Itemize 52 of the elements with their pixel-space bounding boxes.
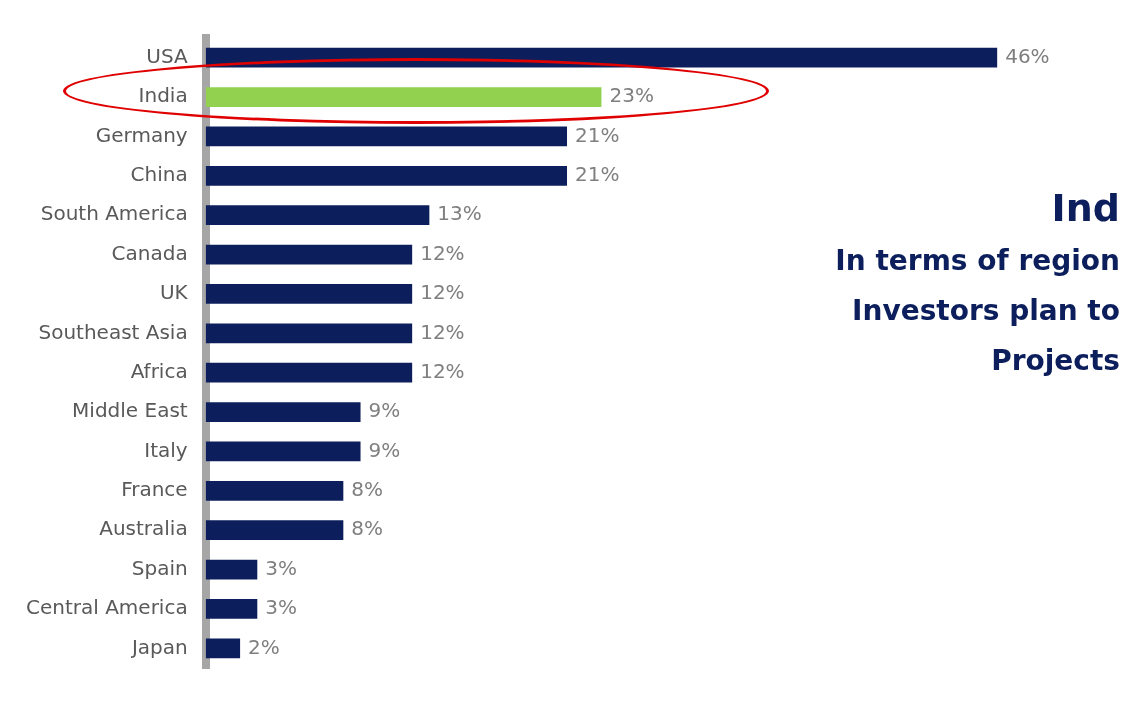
bar: [205, 402, 361, 422]
data-label: 12%: [420, 280, 465, 305]
annotation: In terms of region: [835, 243, 1120, 279]
bar: [205, 47, 998, 68]
y-tick-label: Australia: [99, 516, 188, 541]
bar: [205, 284, 413, 304]
bar: [205, 638, 241, 659]
data-label: 3%: [265, 595, 298, 620]
y-tick-label: China: [130, 162, 188, 187]
data-label: 21%: [575, 162, 620, 187]
bar: [205, 520, 344, 541]
data-label: 2%: [248, 634, 280, 659]
bar: [205, 441, 361, 462]
y-tick-label: Italy: [144, 437, 188, 462]
y-tick-label: Middle East: [72, 398, 188, 423]
data-label: 12%: [420, 358, 465, 383]
y-tick-label: South America: [40, 201, 188, 226]
data-label: 13%: [437, 201, 482, 226]
bar: [205, 323, 413, 344]
data-label: 46%: [1005, 43, 1050, 68]
y-tick-label: Spain: [131, 555, 188, 580]
y-tick-label: Canada: [111, 240, 188, 265]
y-tick-label: Central America: [25, 595, 188, 620]
bar: [205, 599, 258, 619]
bar: [205, 126, 568, 147]
y-tick-label: Southeast Asia: [38, 319, 188, 344]
y-tick-label: Japan: [129, 634, 188, 659]
data-label: 8%: [351, 477, 384, 502]
y-tick-label: Africa: [130, 358, 188, 383]
text: Ind: [1050, 186, 1120, 230]
y-tick-label: UK: [159, 280, 189, 305]
data-label: 23%: [609, 83, 654, 108]
y-tick-label: France: [121, 477, 188, 502]
data-label: 8%: [351, 516, 384, 541]
bar: [205, 165, 568, 186]
annotation: Investors plan to: [851, 293, 1120, 329]
data-label: 12%: [420, 240, 465, 265]
data-label: 21%: [575, 122, 620, 147]
bar: [205, 559, 258, 580]
data-label: 9%: [368, 398, 401, 423]
annotation: Projects: [990, 343, 1120, 379]
y-tick-label: India: [138, 83, 188, 108]
y-tick-label: Germany: [95, 122, 188, 147]
bar: [205, 244, 413, 265]
data-label: 12%: [420, 319, 465, 344]
bar: [205, 480, 344, 501]
data-label: 9%: [368, 437, 401, 462]
bar: [205, 87, 602, 107]
bar: [205, 362, 413, 383]
bar: [205, 205, 430, 226]
data-label: 3%: [265, 555, 298, 580]
y-tick-label: USA: [146, 43, 188, 68]
